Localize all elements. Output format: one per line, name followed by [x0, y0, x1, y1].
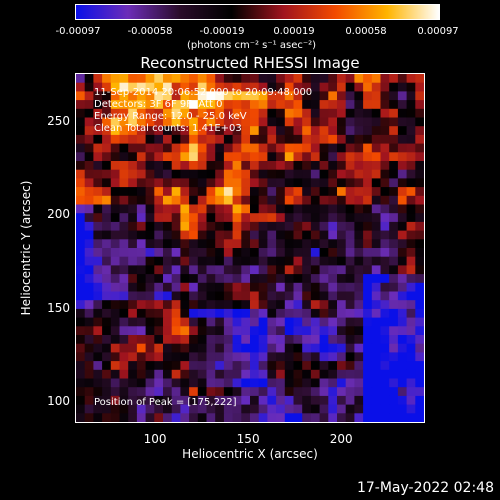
peak-position-label: Position of Peak = [175,222] — [94, 397, 237, 408]
colorbar — [75, 4, 440, 20]
x-tick-label: 150 — [236, 432, 260, 446]
time-range-label: 11-Sep-2014 20:06:52.000 to 20:09:48.000 — [94, 87, 313, 98]
y-tick-label: 150 — [47, 300, 70, 315]
colorbar-units-label: (photons cm⁻² s⁻¹ asec⁻²) — [187, 40, 317, 51]
y-tick-label: 250 — [47, 114, 70, 129]
y-axis-label: Heliocentric Y (arcsec) — [19, 180, 33, 316]
image-pixels — [76, 74, 424, 422]
x-tick-label: 100 — [143, 432, 167, 446]
detectors-label: Detectors: 3F 6F 9F, Att 0 — [94, 99, 223, 110]
colorbar-tick-label: 0.00019 — [273, 26, 315, 37]
total-counts-label: Clean Total counts: 1.41E+03 — [94, 123, 242, 134]
image-title: Reconstructed RHESSI Image — [140, 54, 360, 72]
x-tick-label: 200 — [329, 432, 353, 446]
colorbar-tick-label: 0.00058 — [345, 26, 387, 37]
x-axis-label: Heliocentric X (arcsec) — [182, 447, 318, 461]
colorbar-tick-label: -0.00097 — [55, 26, 101, 37]
colorbar-tick-label: 0.00097 — [417, 26, 459, 37]
colorbar-tick-label: -0.00058 — [127, 26, 173, 37]
y-tick-label: 200 — [47, 207, 70, 222]
rhessi-image-map — [75, 73, 425, 423]
energy-range-label: Energy Range: 12.0 - 25.0 keV — [94, 111, 247, 122]
y-tick-label: 100 — [47, 393, 70, 408]
plot-timestamp: 17-May-2022 02:48 — [356, 480, 494, 496]
colorbar-tick-label: -0.00019 — [199, 26, 245, 37]
